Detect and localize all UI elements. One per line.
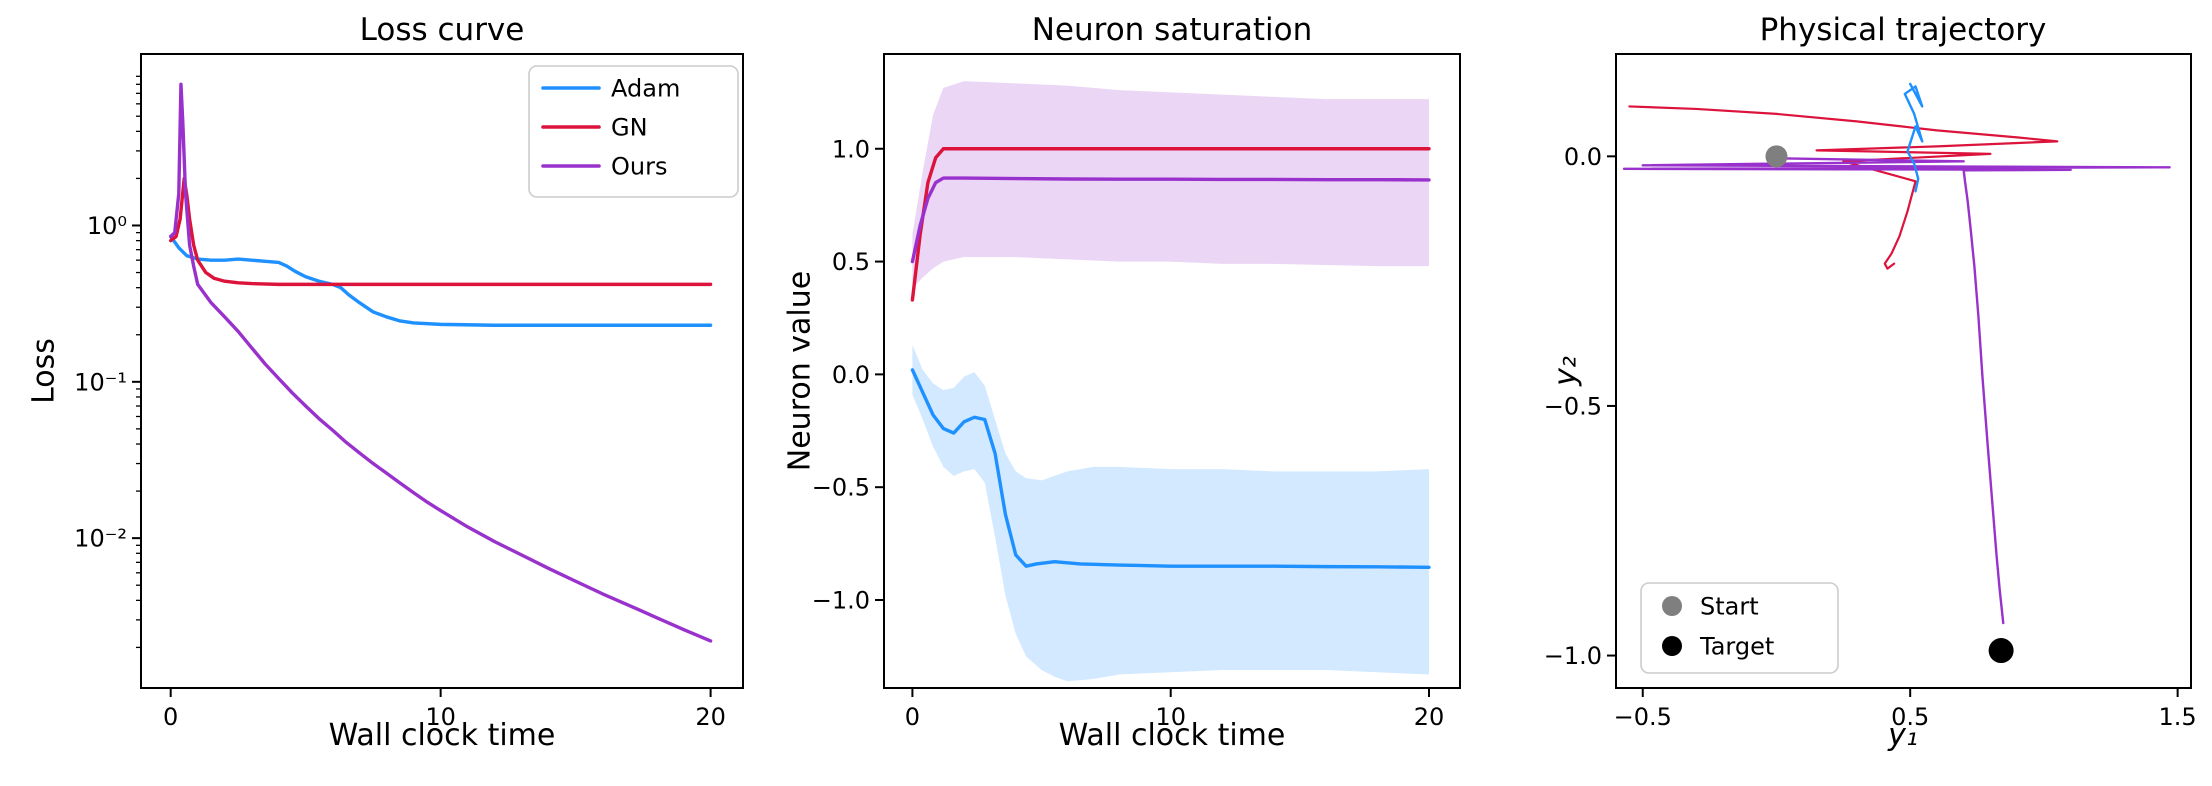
y-tick-label: 10⁻¹ — [74, 368, 127, 396]
axes-spines — [1615, 53, 2192, 689]
series-line-adam — [1903, 82, 1924, 193]
series-line-ours — [168, 82, 713, 643]
y-tick-label: −1.0 — [812, 587, 870, 615]
y-tick-label: 10⁰ — [87, 212, 127, 240]
x-tick-label: −0.5 — [1614, 703, 1672, 731]
neuron-saturation-axes: 0 10 20 1.0 0.5 0.0 −0.5 −1.0 — [812, 53, 1461, 731]
x-tick-label: 0.5 — [1891, 703, 1929, 731]
axes-spines — [140, 53, 744, 689]
physical-trajectory-axes: −0.5 0.5 1.5 0.0 −0.5 −1.0 Start Target — [1544, 53, 2197, 731]
x-tick-label: 1.5 — [2159, 703, 2197, 731]
series-line-ours — [910, 176, 1431, 264]
axes-spines — [883, 53, 1461, 689]
chart-title-loss-curve: Loss curve — [359, 12, 525, 48]
legend-label: Ours — [611, 153, 667, 181]
series-line-adam — [168, 234, 713, 327]
legend-box — [1640, 582, 1839, 674]
x-tick-label: 0 — [905, 703, 920, 731]
series-line-adam — [910, 368, 1431, 569]
legend-marker-sample — [1662, 596, 1682, 616]
y-tick-label: 1.0 — [832, 135, 870, 163]
legend: Adam GN Ours — [528, 65, 739, 198]
band-Adam-band — [912, 345, 1430, 682]
series-line-gn — [1628, 105, 2059, 270]
legend-label: GN — [611, 114, 648, 142]
y-tick-label: −0.5 — [812, 474, 870, 502]
x-tick-label: 0 — [163, 703, 178, 731]
y-tick-label: 0.0 — [1564, 143, 1602, 171]
x-tick-label: 20 — [1414, 703, 1445, 731]
legend: Start Target — [1640, 582, 1839, 674]
loss-curve-axes: 0 10 20 10⁰ 10⁻¹ 10⁻² Adam GN Ours — [74, 53, 744, 731]
y-tick-label: −1.0 — [1544, 642, 1602, 670]
legend-label: Target — [1699, 633, 1774, 661]
y-tick-label: −0.5 — [1544, 392, 1602, 420]
chart-title-physical-trajectory: Physical trajectory — [1759, 12, 2047, 48]
x-axis-label-loss-curve: Wall clock time — [328, 718, 556, 753]
y-tick-label: 0.0 — [832, 361, 870, 389]
chart-title-neuron-saturation: Neuron saturation — [1031, 12, 1313, 48]
y-tick-label: 0.5 — [832, 248, 870, 276]
x-tick-label: 20 — [695, 703, 726, 731]
legend-label: Start — [1700, 593, 1759, 621]
series-line-ours — [1622, 157, 2171, 625]
series-line-gn — [910, 147, 1431, 302]
x-axis-label-physical-trajectory: y₁ — [1888, 718, 1918, 753]
start-point-marker — [1765, 145, 1788, 168]
band-Ours-band — [912, 81, 1430, 289]
y-tick-label: 10⁻² — [74, 525, 127, 553]
target-point-marker — [1988, 638, 2014, 664]
x-tick-label: 10 — [425, 703, 456, 731]
x-axis-label-neuron-saturation: Wall clock time — [1058, 718, 1286, 753]
legend-label: Adam — [611, 75, 680, 103]
legend-marker-sample — [1662, 636, 1682, 656]
x-tick-label: 10 — [1155, 703, 1186, 731]
